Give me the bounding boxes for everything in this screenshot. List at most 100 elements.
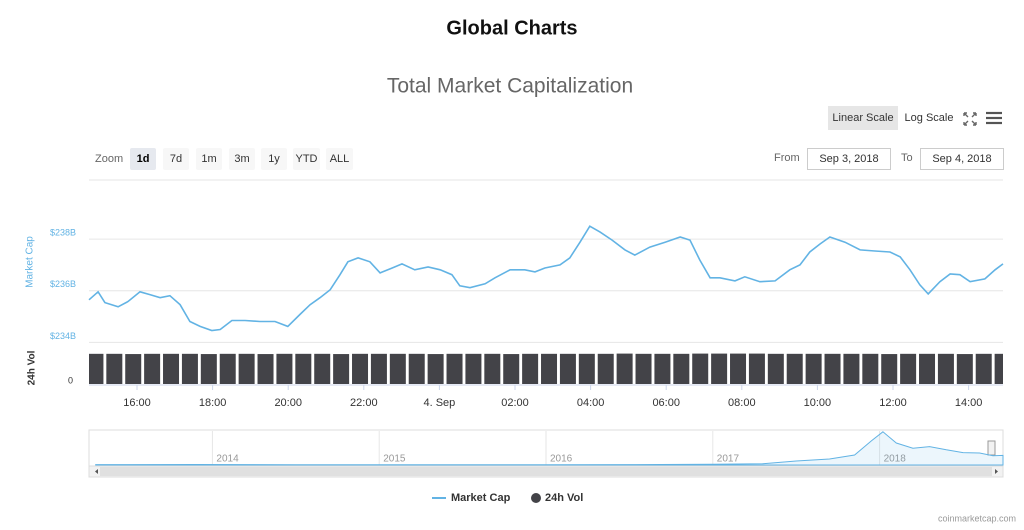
navigator-tick-label: 2018 xyxy=(884,454,907,465)
navigator-area xyxy=(95,431,1004,466)
volume-bar xyxy=(881,354,898,384)
from-label: From xyxy=(774,152,800,164)
volume-bar xyxy=(975,353,992,384)
zoom-label: Zoom xyxy=(95,153,124,165)
x-tick-label: 04:00 xyxy=(577,397,605,409)
x-tick-label: 02:00 xyxy=(501,397,529,409)
volume-bar xyxy=(843,353,860,384)
x-tick-label: 20:00 xyxy=(274,397,302,409)
volume-bar xyxy=(767,353,784,384)
zoom-button[interactable]: YTD xyxy=(293,148,320,170)
x-tick-label: 10:00 xyxy=(804,397,832,409)
volume-bar xyxy=(484,353,501,384)
volume-bar xyxy=(163,353,180,384)
volume-bar xyxy=(370,353,387,384)
navigator-handle[interactable] xyxy=(987,440,996,456)
x-tick-label: 16:00 xyxy=(123,397,151,409)
volume-bar xyxy=(446,353,463,384)
scrollbar-thumb[interactable] xyxy=(100,467,992,476)
scale-button[interactable]: Linear Scale xyxy=(828,106,898,130)
volume-bar xyxy=(125,354,142,384)
volume-bar xyxy=(559,353,576,384)
zoom-button[interactable]: 1d xyxy=(130,148,156,170)
volume-bar xyxy=(427,354,444,384)
y-axis-title: Market Cap xyxy=(25,236,36,288)
volume-bar xyxy=(295,353,312,384)
menu-icon[interactable] xyxy=(986,111,1002,125)
legend-label: Market Cap xyxy=(451,492,511,504)
scale-button[interactable]: Log Scale xyxy=(904,112,954,124)
volume-bar xyxy=(994,353,1003,384)
volume-bar xyxy=(805,353,822,384)
y-tick-label: $236B xyxy=(50,279,76,289)
x-tick-label: 22:00 xyxy=(350,397,378,409)
navigator-tick-label: 2014 xyxy=(216,454,239,465)
volume-bar xyxy=(314,353,331,384)
y-tick-label: $238B xyxy=(50,227,76,237)
volume-bar xyxy=(748,353,765,384)
volume-bar xyxy=(711,353,728,384)
volume-bar xyxy=(144,353,161,384)
y2-axis-title: 24h Vol xyxy=(27,350,38,385)
volume-bar xyxy=(352,353,369,384)
volume-bar xyxy=(238,353,255,384)
credit: coinmarketcap.com xyxy=(938,513,1016,523)
volume-bar xyxy=(937,353,954,384)
market-cap-line xyxy=(88,225,1004,332)
volume-bar xyxy=(276,353,293,384)
legend-label: 24h Vol xyxy=(545,492,583,504)
volume-bar xyxy=(541,353,558,384)
navigator-tick-label: 2015 xyxy=(383,454,406,465)
volume-bar xyxy=(956,354,973,384)
volume-bar xyxy=(106,353,123,384)
page-heading: Global Charts xyxy=(446,17,577,39)
scroll-right[interactable] xyxy=(995,469,998,474)
x-tick-label: 18:00 xyxy=(199,397,227,409)
fullscreen-icon[interactable] xyxy=(963,112,977,126)
volume-bar xyxy=(181,353,198,384)
volume-bar xyxy=(578,353,595,384)
y-tick-label: $234B xyxy=(50,331,76,341)
volume-bar xyxy=(89,353,104,384)
volume-bar xyxy=(219,353,236,384)
volume-bar xyxy=(522,353,539,384)
volume-bar xyxy=(919,353,936,384)
volume-bar xyxy=(257,354,274,384)
x-tick-label: 4. Sep xyxy=(423,397,455,409)
volume-bar xyxy=(824,353,841,384)
zoom-button[interactable]: 1m xyxy=(196,148,222,170)
volume-bar xyxy=(408,353,425,384)
navigator-tick-label: 2016 xyxy=(550,454,573,465)
navigator-tick-label: 2017 xyxy=(717,454,740,465)
zoom-button[interactable]: ALL xyxy=(326,148,353,170)
zoom-button[interactable]: 7d xyxy=(163,148,189,170)
volume-bar xyxy=(786,353,803,384)
volume-bar xyxy=(503,354,520,384)
volume-bar xyxy=(200,354,217,384)
volume-bar xyxy=(597,353,614,384)
x-tick-label: 08:00 xyxy=(728,397,756,409)
volume-bar xyxy=(654,353,671,384)
volume-bar xyxy=(616,353,633,384)
volume-bar xyxy=(900,353,917,384)
x-tick-label: 12:00 xyxy=(879,397,907,409)
volume-bar xyxy=(333,354,350,384)
volume-bar xyxy=(692,353,709,384)
volume-bar xyxy=(673,353,690,384)
to-label: To xyxy=(901,152,913,164)
from-input[interactable]: Sep 3, 2018 xyxy=(807,148,891,170)
volume-bar xyxy=(389,353,406,384)
volume-bar xyxy=(730,353,747,384)
y2-tick-label: 0 xyxy=(68,375,73,385)
legend-swatch xyxy=(531,493,541,503)
volume-bar xyxy=(862,353,879,384)
to-input[interactable]: Sep 4, 2018 xyxy=(920,148,1004,170)
volume-bar xyxy=(465,353,482,384)
zoom-button[interactable]: 3m xyxy=(229,148,255,170)
x-tick-label: 14:00 xyxy=(955,397,983,409)
chart-title: Total Market Capitalization xyxy=(387,75,633,98)
zoom-button[interactable]: 1y xyxy=(261,148,287,170)
scroll-left[interactable] xyxy=(95,469,98,474)
